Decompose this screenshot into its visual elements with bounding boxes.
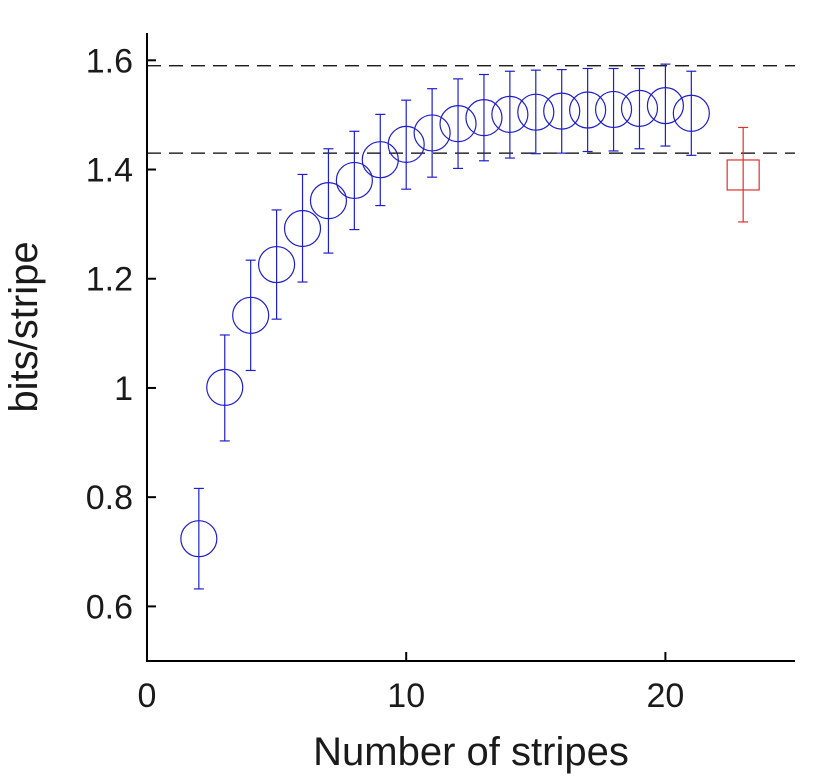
data-point-circle (465, 99, 503, 137)
data-point-circle (309, 182, 348, 220)
y-axis-title: bits/stripe (2, 241, 46, 412)
error-bar (375, 113, 386, 207)
y-tick-label: 1.6 (86, 42, 133, 80)
error-bar (245, 259, 256, 372)
x-axis-title: Number of stripes (313, 730, 629, 774)
error-bar (634, 67, 645, 150)
data-point-circle (258, 245, 296, 284)
error-bar (504, 70, 515, 159)
data-point-circle (413, 114, 451, 152)
data-point-circle (232, 296, 270, 334)
error-bar (608, 67, 619, 152)
error-bar (401, 99, 412, 190)
error-bar (427, 88, 438, 178)
y-tick-label: 1 (114, 370, 133, 408)
error-bar (193, 487, 204, 590)
error-bar (582, 67, 593, 153)
data-point-circle (180, 520, 218, 558)
y-tick-label: 0.6 (86, 588, 133, 626)
error-bar (478, 73, 489, 162)
data-point-circle (283, 209, 322, 248)
data-point-circle (206, 368, 244, 407)
error-bar (738, 126, 749, 223)
error-bar (660, 63, 671, 147)
data-point-circle (672, 94, 710, 132)
y-tick-label: 1.4 (86, 152, 133, 190)
x-tick-label: 0 (138, 677, 157, 715)
y-tick-label: 0.8 (86, 479, 133, 517)
y-ticks: 0.6 0.8 1 1.2 1.4 1.6 (86, 42, 156, 626)
data-point-circle (594, 90, 633, 129)
data-point-circle (543, 92, 581, 130)
error-bar (530, 69, 541, 155)
error-bar (453, 78, 464, 170)
data-point-square (726, 159, 760, 191)
x-tick-label: 10 (387, 677, 425, 715)
data-point-circle (517, 93, 555, 131)
data-point-circle (620, 89, 659, 127)
axes (146, 33, 795, 662)
data-point-circle (646, 87, 685, 125)
data-point-circle (387, 125, 425, 164)
error-bar (323, 148, 334, 254)
error-bar (219, 334, 230, 442)
data-point-circle (361, 141, 399, 179)
error-bar (556, 68, 567, 154)
data-point-circle (569, 91, 607, 129)
error-bar (271, 209, 282, 320)
data-series (180, 63, 760, 590)
data-point-circle (491, 95, 529, 133)
reference-lines (147, 65, 795, 154)
series-1 (726, 126, 760, 223)
x-ticks: 0 10 20 (138, 652, 684, 715)
error-bar (686, 70, 697, 156)
error-bar (349, 130, 360, 231)
y-tick-label: 1.2 (86, 261, 133, 299)
error-bar (297, 173, 308, 283)
series-0 (180, 63, 710, 590)
x-tick-label: 20 (646, 677, 684, 715)
data-point-circle (439, 105, 477, 143)
data-point-circle (335, 161, 373, 200)
